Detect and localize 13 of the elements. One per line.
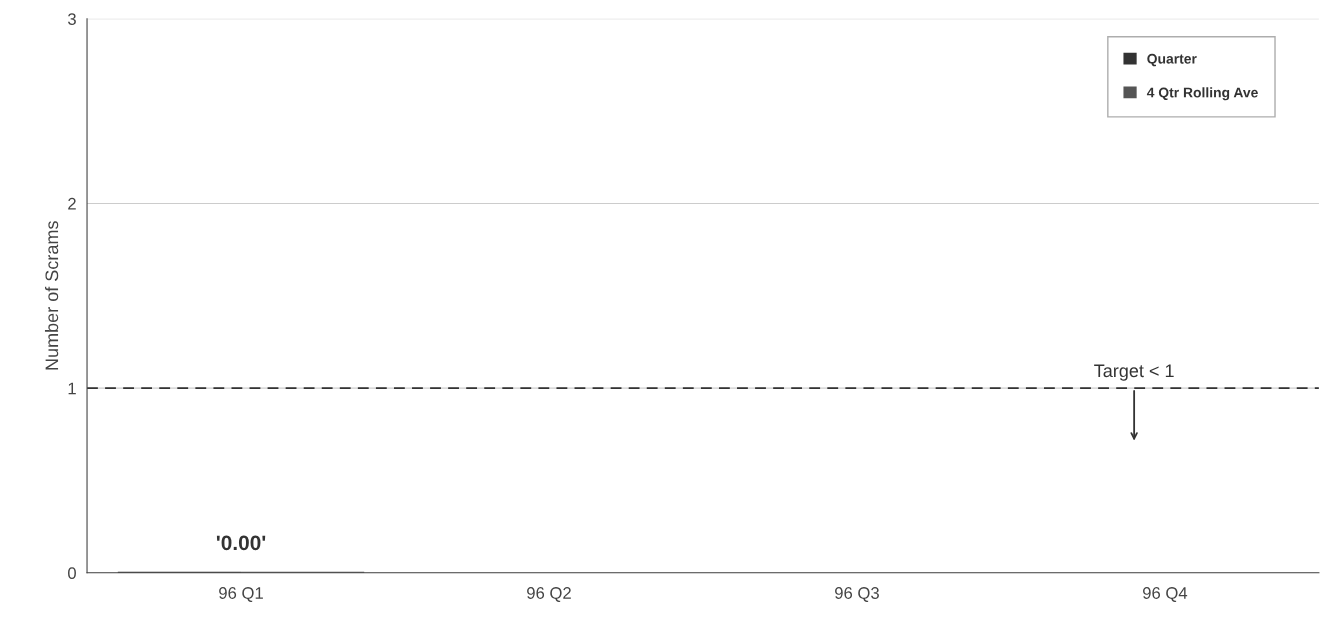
legend-label: Quarter	[1147, 53, 1197, 67]
x-tick-label: 96 Q1	[219, 587, 263, 602]
y-tick-label: 3	[67, 13, 76, 25]
y-tick-label: 2	[68, 197, 76, 210]
y-tick-label: 1	[68, 382, 76, 395]
x-tick-label: 96 Q3	[835, 587, 879, 602]
y-axis-title: Number of Scrams	[44, 221, 59, 370]
data-label: '0.00'	[216, 535, 266, 551]
legend-label: 4 Qtr Rolling Ave	[1146, 87, 1258, 101]
ref-line-label: Target < 1	[1094, 364, 1174, 381]
x-tick-label: 96 Q2	[527, 587, 571, 602]
x-tick-label: 96 Q4	[1143, 587, 1188, 602]
y-tick-label: 0	[68, 567, 76, 579]
